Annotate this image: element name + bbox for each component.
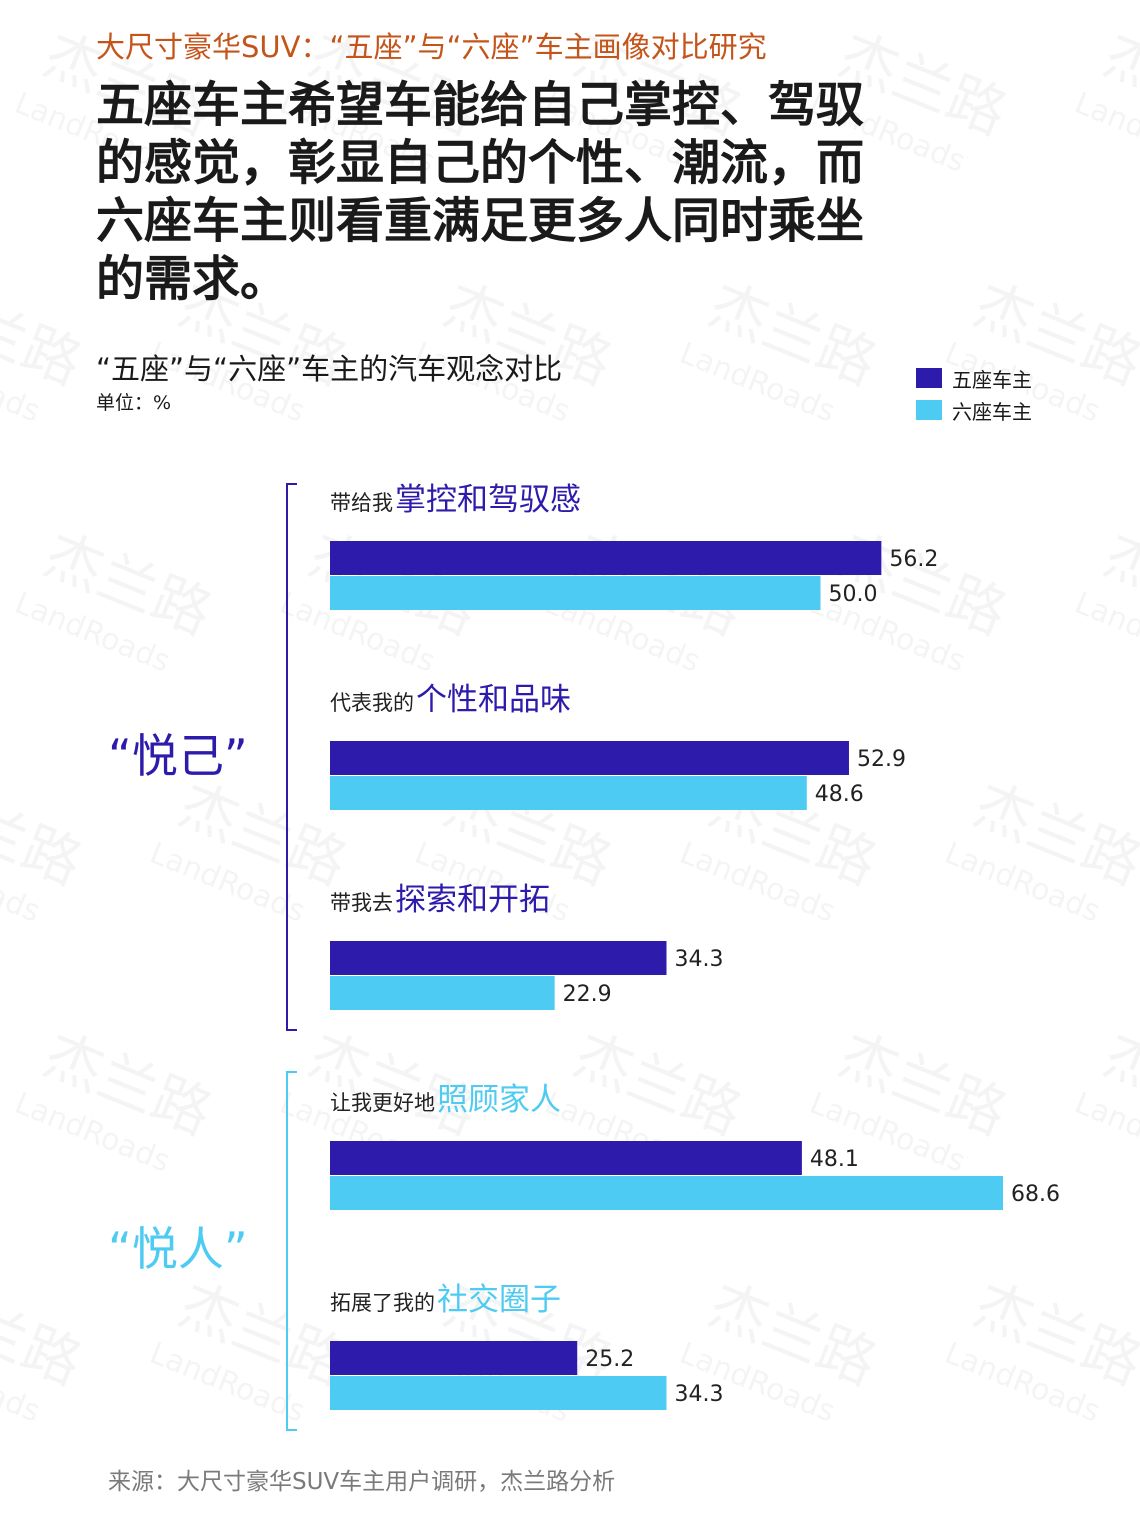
category-label: 让我更好地照顾家人 <box>330 1082 561 1118</box>
legend-swatch-five-seat <box>916 368 942 388</box>
bar-six-seat <box>330 576 821 610</box>
category-prefix: 拓展了我的 <box>330 1291 435 1315</box>
legend-item-five-seat: 五座车主 <box>916 362 1032 394</box>
value-label: 50.0 <box>829 582 878 607</box>
unit-label: 单位：% <box>96 392 172 414</box>
legend-label: 五座车主 <box>952 367 1032 392</box>
value-label: 48.1 <box>810 1147 859 1172</box>
legend-swatch-six-seat <box>916 400 942 420</box>
group-bracket <box>286 1071 297 1431</box>
chart-title: “五座”与“六座”车主的汽车观念对比 <box>96 352 563 386</box>
category-prefix: 带我去 <box>330 891 393 915</box>
value-label: 34.3 <box>675 947 724 972</box>
report-subtitle: 大尺寸豪华SUV：“五座”与“六座”车主画像对比研究 <box>96 30 767 64</box>
bar-six-seat <box>330 976 555 1010</box>
bar-six-seat <box>330 776 807 810</box>
category-label: 代表我的个性和品味 <box>330 682 571 718</box>
legend-item-six-seat: 六座车主 <box>916 394 1032 426</box>
bar-five-seat <box>330 1341 578 1375</box>
category-highlight: 个性和品味 <box>416 682 571 718</box>
headline-line: 六座车主则看重满足更多人同时乘坐 <box>96 193 865 249</box>
category-highlight: 照顾家人 <box>437 1082 561 1118</box>
value-label: 68.6 <box>1011 1182 1060 1207</box>
category-label: 带给我掌控和驾驭感 <box>330 482 581 518</box>
bar-six-seat <box>330 1376 667 1410</box>
headline-line: 的感觉，彰显自己的个性、潮流，而 <box>96 135 865 191</box>
category-prefix: 带给我 <box>330 491 393 515</box>
bar-five-seat <box>330 941 667 975</box>
bar-five-seat <box>330 541 882 575</box>
category-highlight: 掌控和驾驭感 <box>395 482 581 518</box>
group-label: “悦己” <box>108 729 248 783</box>
category-prefix: 让我更好地 <box>330 1091 435 1115</box>
group-bracket <box>286 483 297 1031</box>
value-label: 52.9 <box>857 747 906 772</box>
bar-six-seat <box>330 1176 1003 1210</box>
value-label: 25.2 <box>585 1347 634 1372</box>
value-label: 48.6 <box>815 782 864 807</box>
category-highlight: 探索和开拓 <box>395 882 550 918</box>
value-label: 34.3 <box>675 1382 724 1407</box>
legend: 五座车主 六座车主 <box>916 362 1032 426</box>
headline: 五座车主希望车能给自己掌控、驾驭 的感觉，彰显自己的个性、潮流，而 六座车主则看… <box>96 76 916 308</box>
group-label: “悦人” <box>108 1222 248 1276</box>
bar-five-seat <box>330 1141 802 1175</box>
headline-line: 的需求。 <box>96 251 289 307</box>
category-prefix: 代表我的 <box>330 691 414 715</box>
legend-label: 六座车主 <box>952 399 1032 424</box>
source-note: 来源：大尺寸豪华SUV车主用户调研，杰兰路分析 <box>108 1469 616 1495</box>
value-label: 56.2 <box>889 547 938 572</box>
bar-five-seat <box>330 741 849 775</box>
value-label: 22.9 <box>563 982 612 1007</box>
category-highlight: 社交圈子 <box>437 1282 561 1318</box>
category-label: 带我去探索和开拓 <box>330 882 550 918</box>
headline-line: 五座车主希望车能给自己掌控、驾驭 <box>96 77 865 133</box>
category-label: 拓展了我的社交圈子 <box>330 1282 561 1318</box>
